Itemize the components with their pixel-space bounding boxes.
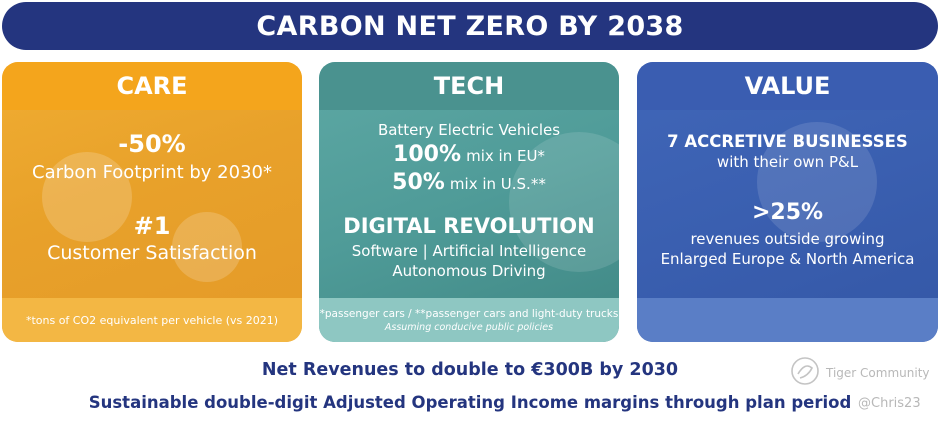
tech-footnote1: *passenger cars / **passenger cars and l… [319,307,619,320]
tech-eu-value: 100% [393,142,462,167]
tech-footer: *passenger cars / **passenger cars and l… [319,298,619,342]
value-businesses-sub: with their own P&L [716,153,859,171]
tech-bev-label: Battery Electric Vehicles [377,121,561,139]
value-stat-line2: Enlarged Europe & North America [660,250,915,268]
tech-digital-line2: Autonomous Driving [392,262,546,280]
tech-header: TECH [319,62,619,110]
care-stat2: #1 [133,212,171,240]
care-footer: *tons of CO2 equivalent per vehicle (vs … [2,298,302,342]
care-decor-shape [42,152,132,242]
net-revenues-headline: Net Revenues to double to €300B by 2030 [261,360,679,380]
care-title: CARE [116,72,188,100]
tech-us-row: 50% mix in U.S.** [319,170,619,195]
tech-eu-row: 100% mix in EU* [319,142,619,167]
care-stat1: -50% [118,130,186,158]
value-title: VALUE [744,72,831,100]
value-businesses-title: 7 ACCRETIVE BUSINESSES [667,132,908,151]
watermark-user: @Chris23 [858,396,921,411]
tech-card: TECH Battery Electric Vehicles 100% mix … [319,62,619,342]
value-stat: >25% [751,200,824,225]
value-stat-line1: revenues outside growing [690,230,885,248]
banner-title: CARBON NET ZERO BY 2038 [256,10,684,42]
care-stat2-desc: Customer Satisfaction [47,242,257,264]
tech-footnote2: Assuming conducive public policies [384,321,554,333]
tech-us-value: 50% [392,170,445,195]
tech-eu-text: mix in EU* [466,147,545,165]
tech-us-text: mix in U.S.** [449,175,546,193]
value-footer [637,298,938,342]
care-card: CARE -50% Carbon Footprint by 2030* #1 C… [2,62,302,342]
care-decor-shape [172,212,242,282]
tiger-logo-icon [791,357,819,385]
tech-decor-shape [509,132,619,272]
value-card: VALUE 7 ACCRETIVE BUSINESSES with their … [637,62,938,342]
care-footnote: *tons of CO2 equivalent per vehicle (vs … [25,313,279,327]
care-stat1-desc: Carbon Footprint by 2030* [32,162,272,183]
operating-margin-headline: Sustainable double-digit Adjusted Operat… [88,393,852,412]
tech-digital-title: DIGITAL REVOLUTION [343,214,595,238]
header-banner: CARBON NET ZERO BY 2038 [2,2,938,50]
tech-digital-line1: Software | Artificial Intelligence [351,242,587,260]
value-decor-shape [757,122,877,242]
care-header: CARE [2,62,302,110]
value-header: VALUE [637,62,938,110]
watermark-brand: Tiger Community [826,366,930,380]
tech-title: TECH [433,72,505,100]
